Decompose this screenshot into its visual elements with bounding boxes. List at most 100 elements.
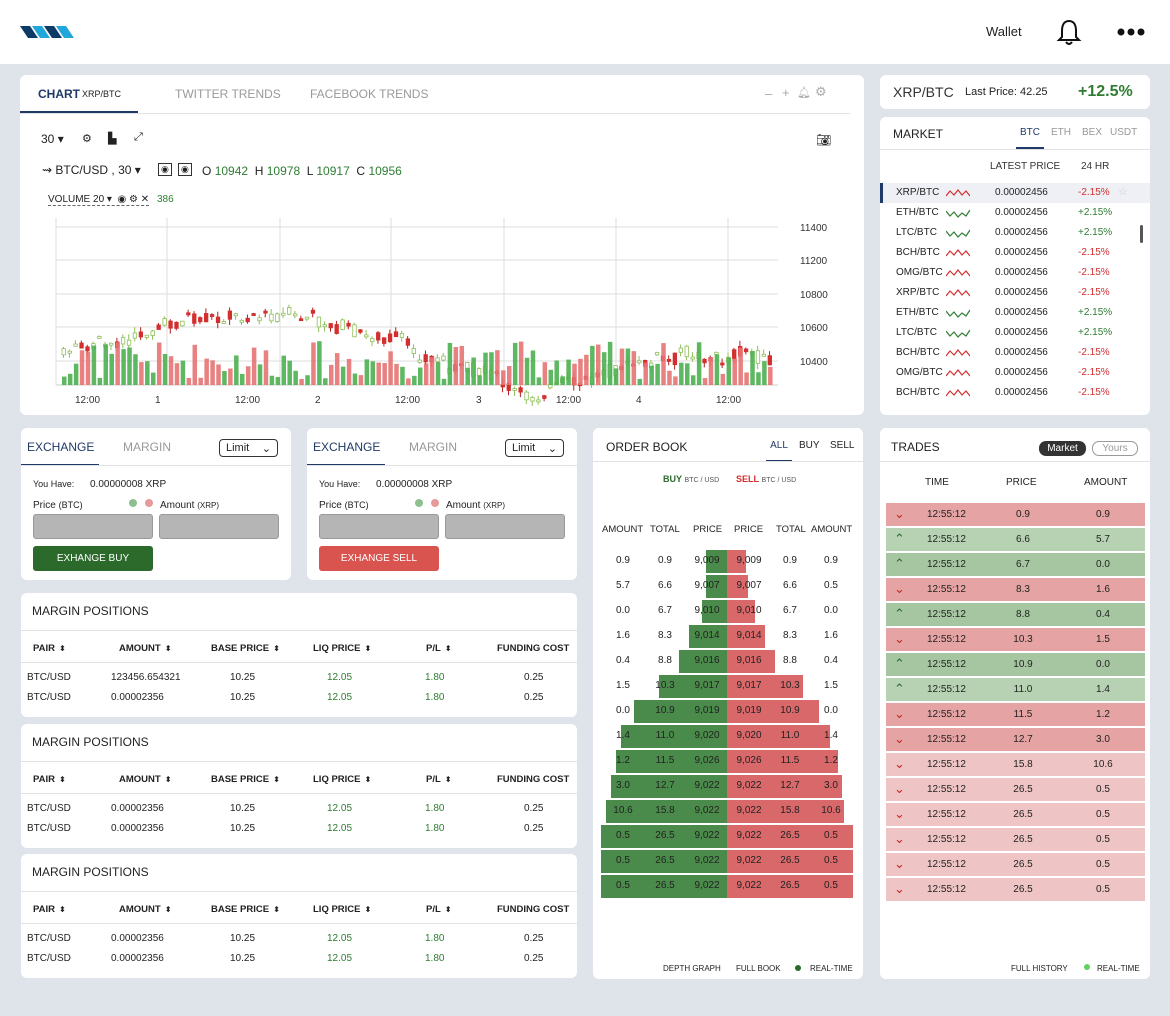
order-book-row[interactable]: 0.0 10.9 9,019 9,019 10.9 0.0 [593,699,863,724]
order-book-row[interactable]: 1.6 8.3 9,014 9,014 8.3 1.6 [593,624,863,649]
order-type-select-buy[interactable]: Limit ⌄ [219,439,278,457]
trade-row[interactable]: ⌄ 12:55:12 11.5 1.2 [886,703,1145,726]
more-icon[interactable] [1117,28,1147,36]
sort-icon[interactable]: ⬍ [273,905,280,914]
plus-icon[interactable]: + [782,85,790,100]
bell-icon[interactable] [1056,18,1082,46]
market-row[interactable]: XRP/BTC 0.00002456 -2.15% [880,283,1150,303]
amount-input[interactable] [159,514,279,539]
market-row[interactable]: OMG/BTC 0.00002456 -2.15% [880,263,1150,283]
table-row[interactable]: BTC/USD 0.00002356 10.25 12.05 1.80 0.25 [21,823,577,839]
toggle-market[interactable]: Market [1039,441,1086,456]
star-icon[interactable]: ☆ [1118,186,1128,198]
bar-chart-icon[interactable]: ▙ [108,133,117,145]
symbol-select[interactable]: ⇝ BTC/USD , 30 ▾ [42,163,141,177]
trade-row[interactable]: ⌃ 12:55:12 11.0 1.4 [886,678,1145,701]
minus-icon[interactable]: – [765,86,773,101]
table-row[interactable]: BTC/USD 0.00002356 10.25 12.05 1.80 0.25 [21,803,577,819]
order-book-row[interactable]: 0.0 6.7 9,010 9,010 6.7 0.0 [593,599,863,624]
settings-icon[interactable]: ⚙︎ [815,84,827,99]
order-book-row[interactable]: 3.0 12.7 9,022 9,022 12.7 3.0 [593,774,863,799]
column-header[interactable]: P/L ⬍ [426,904,451,915]
market-row[interactable]: BCH/BTC 0.00002456 -2.15% [880,383,1150,403]
table-row[interactable]: BTC/USD 0.00002356 10.25 12.05 1.80 0.25 [21,953,577,969]
trade-row[interactable]: ⌃ 12:55:12 8.8 0.4 [886,603,1145,626]
exchange-sell-button[interactable]: EXHANGE SELL [319,546,439,571]
column-header[interactable]: LIQ PRICE ⬍ [313,643,371,654]
trade-row[interactable]: ⌃ 12:55:12 10.9 0.0 [886,653,1145,676]
candlestick-chart[interactable]: 11400 11200 10800 10600 10400 12:00 1 12:00 2 12:… [20,205,864,415]
logo[interactable] [20,24,75,40]
column-header[interactable]: AMOUNT ⬍ [119,643,171,654]
market-scrollbar[interactable] [1140,225,1143,243]
sort-icon[interactable]: ⬍ [164,644,172,653]
full-book-link[interactable]: FULL BOOK [736,964,781,973]
trade-row[interactable]: ⌄ 12:55:12 8.3 1.6 [886,578,1145,601]
price-input[interactable] [319,514,439,539]
tab-chart[interactable]: CHART XRP/BTC [20,75,138,113]
tab-margin-buy[interactable]: MARGIN [123,440,171,454]
table-row[interactable]: BTC/USD 0.00002356 10.25 12.05 1.80 0.25 [21,933,577,949]
trade-row[interactable]: ⌄ 12:55:12 26.5 0.5 [886,778,1145,801]
order-book-row[interactable]: 10.6 15.8 9,022 9,022 15.8 10.6 [593,799,863,824]
tab-facebook-trends[interactable]: FACEBOOK TRENDS [310,87,429,101]
interval-select[interactable]: 30 ▾ [41,132,64,146]
market-tab-bex[interactable]: BEX [1082,127,1103,138]
amount-input[interactable] [445,514,565,539]
trade-row[interactable]: ⌃ 12:55:12 6.7 0.0 [886,553,1145,576]
order-type-select-sell[interactable]: Limit ⌄ [505,439,564,457]
market-row[interactable]: LTC/BTC 0.00002456 +2.15% [880,323,1150,343]
trade-row[interactable]: ⌄ 12:55:12 26.5 0.5 [886,878,1145,901]
market-row[interactable]: XRP/BTC 0.00002456 -2.15% ☆ [880,183,1150,203]
compare-icon[interactable]: ◉ [158,163,172,176]
sort-icon[interactable]: ⬍ [59,644,66,653]
filter-sell[interactable]: SELL [830,440,855,451]
sort-icon[interactable]: ⬍ [273,644,280,653]
camera-icon[interactable]: 📷︎ [816,133,832,147]
order-book-row[interactable]: 1.4 11.0 9,020 9,020 11.0 1.4 [593,724,863,749]
column-header[interactable]: AMOUNT ⬍ [119,774,171,785]
market-row[interactable]: LTC/BTC 0.00002456 +2.15% [880,223,1150,243]
tab-exchange-buy[interactable]: EXCHANGE [21,440,99,466]
sort-icon[interactable]: ⬍ [164,905,172,914]
trade-row[interactable]: ⌄ 12:55:12 12.7 3.0 [886,728,1145,751]
sort-icon[interactable]: ⬍ [164,775,172,784]
table-row[interactable]: BTC/USD 123456.654321 10.25 12.05 1.80 0.25 [21,672,577,688]
sort-icon[interactable]: ⬍ [273,775,280,784]
depth-graph-link[interactable]: DEPTH GRAPH [663,964,721,973]
column-header[interactable]: LIQ PRICE ⬍ [313,904,371,915]
market-tab-usdt[interactable]: USDT [1110,127,1138,138]
column-header[interactable]: PAIR ⬍ [33,904,66,915]
sort-icon[interactable]: ⬍ [444,775,452,784]
trade-row[interactable]: ⌄ 12:55:12 10.3 1.5 [886,628,1145,651]
sort-icon[interactable]: ⬍ [364,775,372,784]
indicator-icon[interactable]: ⚙︎ [82,133,92,145]
sort-icon[interactable]: ⬍ [59,905,66,914]
column-header[interactable]: PAIR ⬍ [33,643,66,654]
sort-icon[interactable]: ⬍ [444,644,452,653]
market-row[interactable]: BCH/BTC 0.00002456 -2.15% [880,243,1150,263]
trade-row[interactable]: ⌃ 12:55:12 6.6 5.7 [886,528,1145,551]
column-header[interactable]: BASE PRICE ⬍ [211,904,280,915]
market-tab-eth[interactable]: ETH [1051,127,1071,138]
order-book-row[interactable]: 1.5 10.3 9,017 9,017 10.3 1.5 [593,674,863,699]
column-header[interactable]: BASE PRICE ⬍ [211,643,280,654]
trade-row[interactable]: ⌄ 12:55:12 0.9 0.9 [886,503,1145,526]
trade-row[interactable]: ⌄ 12:55:12 26.5 0.5 [886,853,1145,876]
trade-row[interactable]: ⌄ 12:55:12 26.5 0.5 [886,803,1145,826]
order-book-row[interactable]: 0.5 26.5 9,022 9,022 26.5 0.5 [593,849,863,874]
order-book-row[interactable]: 0.9 0.9 9,009 9,009 0.9 0.9 [593,549,863,574]
trade-row[interactable]: ⌄ 12:55:12 26.5 0.5 [886,828,1145,851]
column-header[interactable]: LIQ PRICE ⬍ [313,774,371,785]
toggle-yours[interactable]: Yours [1092,441,1138,456]
order-book-row[interactable]: 0.5 26.5 9,022 9,022 26.5 0.5 [593,874,863,899]
tab-exchange-sell[interactable]: EXCHANGE [307,440,385,466]
sort-icon[interactable]: ⬍ [364,644,372,653]
sort-icon[interactable]: ⬍ [444,905,452,914]
column-header[interactable]: PAIR ⬍ [33,774,66,785]
market-row[interactable]: ETH/BTC 0.00002456 +2.15% [880,203,1150,223]
market-row[interactable]: OMG/BTC 0.00002456 -2.15% [880,363,1150,383]
order-book-row[interactable]: 5.7 6.6 9,007 9,007 6.6 0.5 [593,574,863,599]
price-input[interactable] [33,514,153,539]
column-header[interactable]: BASE PRICE ⬍ [211,774,280,785]
